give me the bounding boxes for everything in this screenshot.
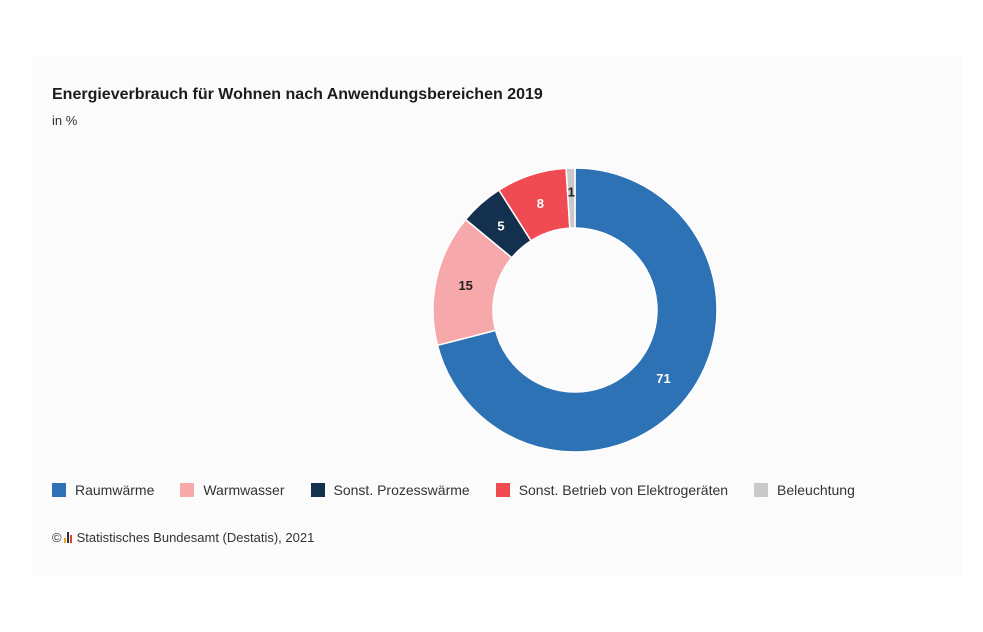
data-label: 71 bbox=[656, 371, 670, 386]
legend-label: Beleuchtung bbox=[777, 482, 855, 498]
legend-swatch bbox=[52, 483, 66, 497]
chart-legend: Raumwärme Warmwasser Sonst. Prozesswärme So… bbox=[52, 482, 881, 498]
slice-beleuchtung bbox=[565, 167, 576, 229]
legend-label: Sonst. Betrieb von Elektrogeräten bbox=[518, 482, 729, 498]
legend-item[interactable]: Beleuchtung bbox=[754, 482, 855, 498]
legend-item[interactable]: Warmwasser bbox=[180, 482, 285, 498]
copyright-symbol: © bbox=[52, 530, 62, 545]
legend-label: Warmwasser bbox=[203, 482, 285, 498]
legend-swatch bbox=[310, 483, 325, 497]
destatis-logo-icon bbox=[63, 532, 73, 543]
chart-subtitle: in % bbox=[52, 113, 78, 128]
source-note: © Statistisches Bundesamt (Destatis), 20… bbox=[52, 530, 314, 545]
chart-title: Energieverbrauch für Wohnen nach Anwendu… bbox=[52, 86, 543, 103]
slice-raumwärme bbox=[436, 167, 718, 453]
legend-label: Raumwärme bbox=[75, 482, 155, 498]
data-label: 1 bbox=[568, 185, 575, 200]
data-label: 5 bbox=[497, 218, 504, 233]
source-text: Statistisches Bundesamt (Destatis), 2021 bbox=[76, 530, 315, 545]
legend-item[interactable]: Sonst. Prozesswärme bbox=[310, 482, 470, 498]
legend-item[interactable]: Raumwärme bbox=[52, 482, 154, 498]
legend-swatch bbox=[495, 483, 510, 497]
legend-item[interactable]: Sonst. Betrieb von Elektrogeräten bbox=[495, 482, 729, 498]
data-label: 15 bbox=[458, 278, 472, 293]
data-label: 8 bbox=[537, 196, 544, 211]
legend-swatch bbox=[180, 483, 195, 497]
legend-label: Sonst. Prozesswärme bbox=[333, 482, 470, 498]
legend-swatch bbox=[754, 483, 769, 497]
